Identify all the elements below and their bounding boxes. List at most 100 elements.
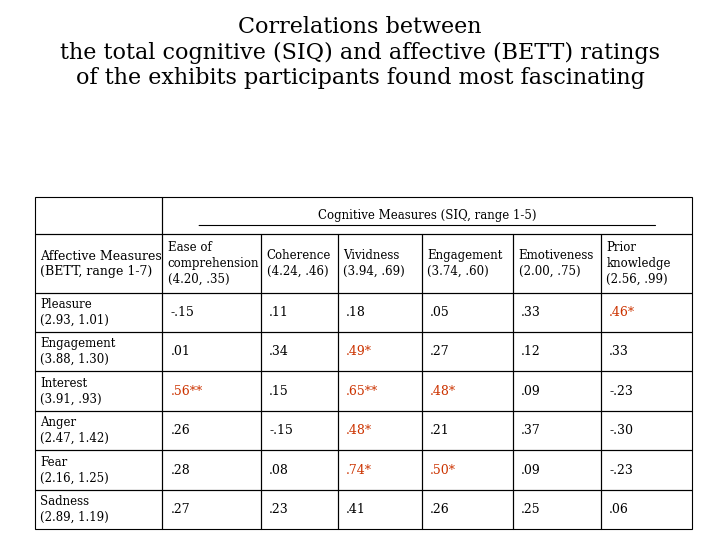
Text: .12: .12	[521, 345, 541, 358]
Text: Sadness
(2.89, 1.19): Sadness (2.89, 1.19)	[40, 495, 109, 524]
Text: .11: .11	[269, 306, 289, 319]
Text: Emotiveness
(2.00, .75): Emotiveness (2.00, .75)	[518, 249, 594, 278]
Text: .26: .26	[171, 424, 190, 437]
Bar	[338, 234, 422, 293]
Bar	[35, 293, 163, 332]
Bar	[422, 490, 513, 529]
Bar	[513, 490, 601, 529]
Bar	[601, 411, 692, 450]
Text: Cognitive Measures (SIQ, range 1-5): Cognitive Measures (SIQ, range 1-5)	[318, 210, 536, 222]
Bar	[422, 332, 513, 372]
Text: .49*: .49*	[346, 345, 372, 358]
Bar	[261, 372, 338, 411]
Text: .48*: .48*	[346, 424, 372, 437]
Bar	[163, 197, 692, 234]
Text: .41: .41	[346, 503, 366, 516]
Text: Affective Measures
(BETT, range 1-7): Affective Measures (BETT, range 1-7)	[40, 249, 162, 278]
Bar	[261, 332, 338, 372]
Text: Ease of
comprehension
(4.20, .35): Ease of comprehension (4.20, .35)	[168, 241, 259, 286]
Bar	[163, 450, 261, 490]
Text: .56**: .56**	[171, 384, 203, 397]
Bar	[35, 490, 163, 529]
Bar	[261, 293, 338, 332]
Text: Engagement
(3.74, .60): Engagement (3.74, .60)	[427, 249, 503, 278]
Bar	[338, 372, 422, 411]
Bar	[163, 332, 261, 372]
Text: .06: .06	[609, 503, 629, 516]
Text: Fear
(2.16, 1.25): Fear (2.16, 1.25)	[40, 456, 109, 484]
Bar	[338, 411, 422, 450]
Bar	[338, 490, 422, 529]
Text: .48*: .48*	[430, 384, 456, 397]
Bar	[163, 490, 261, 529]
Text: Vividness
(3.94, .69): Vividness (3.94, .69)	[343, 249, 405, 278]
Text: -.30: -.30	[609, 424, 633, 437]
Text: .18: .18	[346, 306, 366, 319]
Text: .09: .09	[521, 463, 541, 476]
Bar	[601, 450, 692, 490]
Bar	[513, 293, 601, 332]
Bar	[601, 293, 692, 332]
Bar	[35, 332, 163, 372]
Text: .09: .09	[521, 384, 541, 397]
Bar	[513, 411, 601, 450]
Text: .33: .33	[521, 306, 541, 319]
Bar	[35, 197, 163, 234]
Bar	[513, 234, 601, 293]
Bar	[35, 411, 163, 450]
Bar	[261, 411, 338, 450]
Text: Anger
(2.47, 1.42): Anger (2.47, 1.42)	[40, 416, 109, 445]
Text: -.23: -.23	[609, 384, 633, 397]
Text: .27: .27	[171, 503, 190, 516]
Text: Correlations between
the total cognitive (SIQ) and affective (BETT) ratings
of t: Correlations between the total cognitive…	[60, 16, 660, 89]
Bar	[513, 332, 601, 372]
Text: .23: .23	[269, 503, 289, 516]
Text: .50*: .50*	[430, 463, 456, 476]
Text: .21: .21	[430, 424, 450, 437]
Bar	[35, 372, 163, 411]
Bar	[601, 234, 692, 293]
Text: .25: .25	[521, 503, 541, 516]
Bar	[601, 332, 692, 372]
Bar	[261, 450, 338, 490]
Text: Coherence
(4.24, .46): Coherence (4.24, .46)	[266, 249, 331, 278]
Bar	[35, 234, 163, 293]
Bar	[261, 234, 338, 293]
Bar	[261, 490, 338, 529]
Bar	[338, 450, 422, 490]
Bar	[422, 293, 513, 332]
Text: .26: .26	[430, 503, 450, 516]
Text: -.15: -.15	[171, 306, 194, 319]
Text: .01: .01	[171, 345, 191, 358]
Bar	[422, 372, 513, 411]
Bar	[163, 372, 261, 411]
Text: .15: .15	[269, 384, 289, 397]
Bar	[513, 450, 601, 490]
Text: -.23: -.23	[609, 463, 633, 476]
Bar	[601, 490, 692, 529]
Text: .74*: .74*	[346, 463, 372, 476]
Text: Interest
(3.91, .93): Interest (3.91, .93)	[40, 377, 102, 406]
Bar	[338, 332, 422, 372]
Text: Engagement
(3.88, 1.30): Engagement (3.88, 1.30)	[40, 338, 115, 366]
Bar	[35, 450, 163, 490]
Bar	[513, 372, 601, 411]
Text: .46*: .46*	[609, 306, 635, 319]
Text: .05: .05	[430, 306, 450, 319]
Bar	[163, 411, 261, 450]
Text: .34: .34	[269, 345, 289, 358]
Text: .08: .08	[269, 463, 289, 476]
Bar	[601, 372, 692, 411]
Bar	[163, 293, 261, 332]
Bar	[338, 293, 422, 332]
Text: .28: .28	[171, 463, 190, 476]
Text: .33: .33	[609, 345, 629, 358]
Text: .65**: .65**	[346, 384, 378, 397]
Text: .27: .27	[430, 345, 449, 358]
Text: -.15: -.15	[269, 424, 293, 437]
Bar	[163, 234, 261, 293]
Text: .37: .37	[521, 424, 541, 437]
Bar	[422, 450, 513, 490]
Bar	[422, 234, 513, 293]
Text: Prior
knowledge
(2.56, .99): Prior knowledge (2.56, .99)	[606, 241, 671, 286]
